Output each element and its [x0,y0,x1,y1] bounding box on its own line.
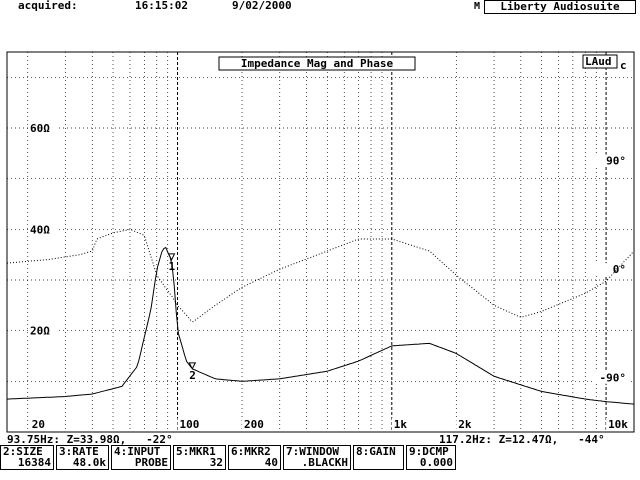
marker-2-label: 2 [189,369,196,382]
softkey-size[interactable]: 2:SIZE 16384 [0,445,54,470]
readout-left: 93.75Hz: Z=33.98Ω, -22° [7,433,173,446]
x-tick-label-bg [606,418,632,430]
softkey-input-value: PROBE [134,456,168,469]
brand-marker: M [474,1,481,12]
left-axis-label-bg [28,122,58,134]
laud-badge: LAud [585,55,612,68]
right-axis-label: 0° [613,263,626,276]
softkey-size-label: 2:SIZE [3,445,43,458]
brand-label: Liberty Audiosuite [484,0,636,14]
softkey-mkr1-value: 32 [209,456,223,469]
phase-curve [6,228,635,323]
x-tick-label: 20 [32,418,45,431]
right-axis-label: 90° [606,155,626,168]
x-tick-label: 100 [180,418,200,431]
left-axis-label: 60Ω [30,122,50,135]
right-axis-label: -90° [600,372,627,385]
softkey-dcmp[interactable]: 9:DCMP 0.000 [406,445,456,470]
softkey-size-value: 16384 [17,456,51,469]
softkey-mkr2-label: 6:MKR2 [231,445,271,458]
right-axis-label-bg [592,371,628,384]
softkey-window-label: 7:WINDOW [286,445,339,458]
plot-title: Impedance Mag and Phase [241,57,394,70]
left-axis-label-bg [28,324,58,337]
softkey-bar: 2:SIZE 16384 3:RATE 48.0k 4:INPUT PROBE … [0,445,640,480]
softkey-mkr1-label: 5:MKR1 [176,445,216,458]
readout-right: 117.2Hz: Z=12.47Ω, -44° [439,433,605,446]
x-tick-label-bg [456,418,475,430]
impedance-plot[interactable]: Impedance Mag and Phase LAud c 60Ω 40Ω 20Ω 90°… [0,0,640,434]
softkey-input[interactable]: 4:INPUT PROBE [111,445,171,470]
softkey-mkr2[interactable]: 6:MKR2 40 [228,445,281,470]
x-tick-label-bg [177,418,203,430]
plot-frame [6,51,635,433]
marker-1-label: 1 [169,260,176,273]
softkey-rate[interactable]: 3:RATE 48.0k [56,445,109,470]
softkey-gain[interactable]: 8:GAIN [353,445,404,470]
x-tick-label: 1k [394,418,408,431]
right-axis-label-bg [592,263,628,276]
left-axis-label: 40Ω [30,223,50,236]
x-tick-label: 2k [458,418,472,431]
marker-2-icon [188,362,197,370]
softkey-window[interactable]: 7:WINDOW .BLACKH [283,445,351,470]
x-tick-label-bg [242,418,268,430]
laud-badge-suffix: c [620,59,627,72]
softkey-gain-label: 8:GAIN [356,445,396,458]
softkey-mkr1[interactable]: 5:MKR1 32 [173,445,226,470]
softkey-rate-label: 3:RATE [59,445,99,458]
laud-badge-box [582,54,618,69]
acquired-date: 9/02/2000 [232,0,292,12]
softkey-dcmp-label: 9:DCMP [409,445,449,458]
right-axis-label-bg [592,154,628,167]
x-tick-label: 10k [608,418,628,431]
left-axis-label: 20Ω [30,325,50,338]
softkey-dcmp-value: 0.000 [419,456,453,469]
acquired-time: 16:15:02 [135,0,188,12]
x-tick-label-bg [391,418,410,430]
brand-box[interactable]: M Liberty Audiosuite [474,0,638,14]
x-tick-label: 200 [244,418,264,431]
plot-title-box [218,56,416,71]
softkey-rate-value: 48.0k [72,456,106,469]
left-axis-label-bg [28,223,58,236]
softkey-window-value: .BLACKH [301,456,348,469]
x-tick-label-bg [29,418,48,430]
softkey-mkr2-value: 40 [264,456,278,469]
marker-1-icon [167,253,176,261]
softkey-input-label: 4:INPUT [114,445,161,458]
acquired-label: acquired: [18,0,78,12]
magnitude-curve [6,246,635,405]
